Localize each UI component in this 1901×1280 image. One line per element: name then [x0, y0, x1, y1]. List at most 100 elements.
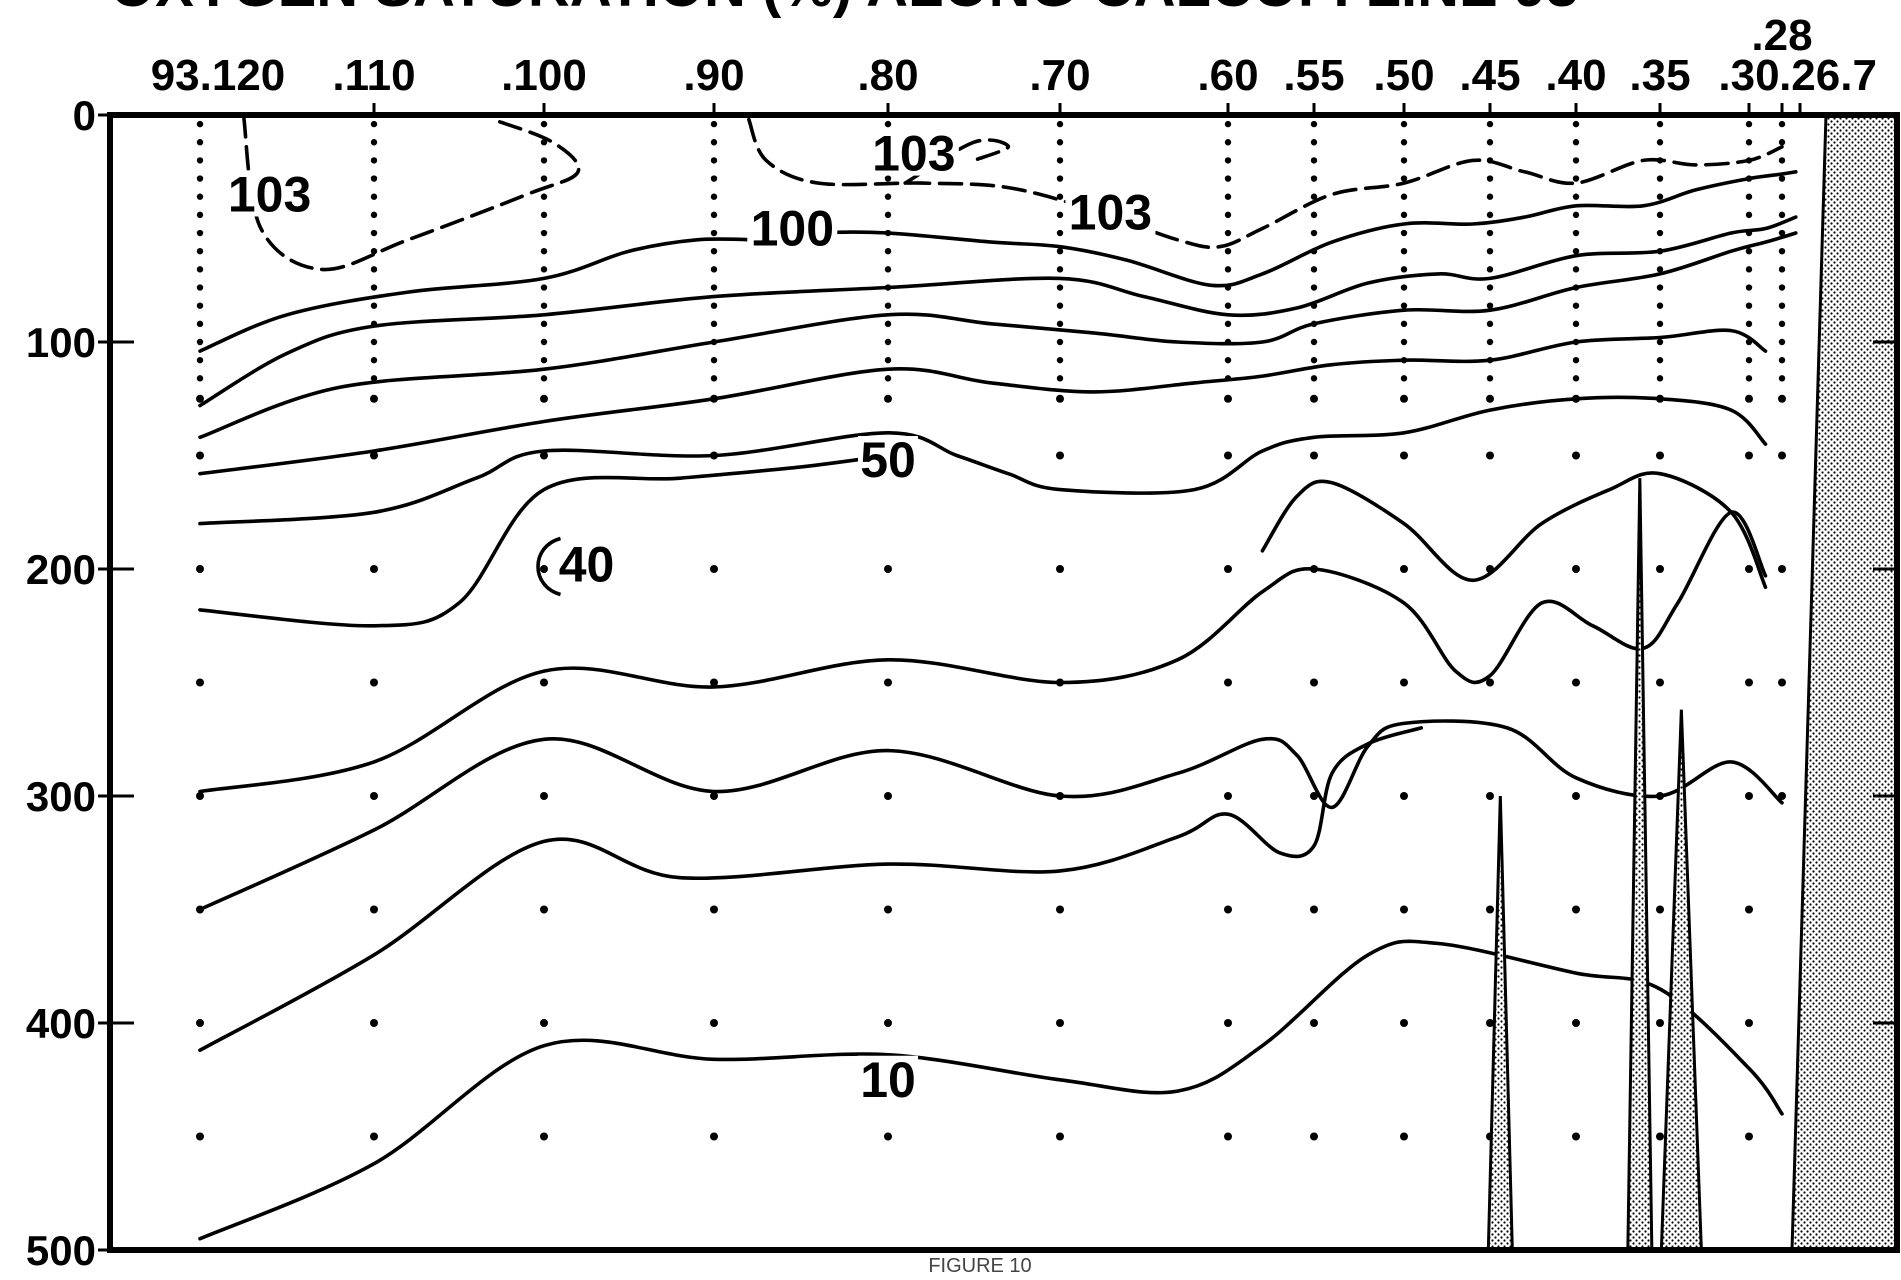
- station-60-cast-dot: [1224, 120, 1232, 128]
- station-50-cast-dot: [1400, 284, 1408, 291]
- station-70-cast-dot: [1056, 284, 1064, 291]
- contour-line-unlabeled-12: [198, 719, 1784, 912]
- station-40-cast-dot: [1572, 139, 1580, 146]
- contour-label-103-0: 103: [228, 166, 311, 222]
- station-28-cast-dot: [1778, 248, 1786, 255]
- station-80-sample-dot: [884, 1132, 892, 1141]
- station-label-35: .35: [1629, 51, 1690, 100]
- station-110-sample-dot: [370, 792, 378, 800]
- station-label-90: .90: [683, 51, 744, 100]
- station-45-sample-dot: [1486, 394, 1494, 403]
- station-80-cast-dot: [884, 375, 892, 382]
- station-50-sample-dot: [1400, 394, 1408, 403]
- depth-label-100: 100: [26, 319, 96, 366]
- depth-label-500: 500: [26, 1227, 96, 1274]
- station-80-sample-dot: [884, 792, 892, 800]
- station-70-sample-dot: [1056, 451, 1064, 460]
- station-110-cast-dot: [370, 120, 378, 128]
- station-40-cast-dot: [1572, 375, 1580, 382]
- station-120-sample-dot: [196, 394, 204, 403]
- station-28-cast-dot: [1778, 356, 1786, 364]
- station-28-cast-dot: [1778, 120, 1786, 128]
- station-28-cast-dot: [1778, 211, 1786, 219]
- station-45-cast-dot: [1486, 320, 1494, 328]
- station-90-sample-dot: [710, 1019, 718, 1027]
- station-55-sample-dot: [1310, 905, 1318, 914]
- station-50-cast-dot: [1400, 211, 1408, 219]
- station-110-cast-dot: [370, 375, 378, 382]
- station-60-cast-dot: [1224, 248, 1232, 255]
- station-80-cast-dot: [884, 266, 892, 273]
- station-110-cast-dot: [370, 338, 378, 346]
- station-35-cast-dot: [1656, 211, 1664, 219]
- continental-shelf: [1790, 113, 1899, 1252]
- station-90-cast-dot: [710, 266, 718, 273]
- station-30-sample-dot: [1745, 792, 1753, 800]
- station-60-cast-dot: [1224, 356, 1232, 364]
- station-30-cast-dot: [1745, 375, 1753, 382]
- station-35-cast-dot: [1656, 139, 1664, 146]
- contour-lines: [198, 113, 1798, 1241]
- station-55-cast-dot: [1310, 139, 1318, 146]
- contour-line-100-4: [198, 237, 760, 353]
- station-28-cast-dot: [1778, 175, 1786, 182]
- station-70-cast-dot: [1056, 120, 1064, 128]
- station-60-cast-dot: [1224, 320, 1232, 328]
- station-110-cast-dot: [370, 139, 378, 146]
- contour-40-closed-loop: [536, 536, 562, 597]
- contour-line-103-0: [241, 113, 581, 272]
- station-70-cast-dot: [1056, 266, 1064, 273]
- seamount-2: [1626, 478, 1654, 1252]
- station-80-sample-dot: [884, 678, 892, 687]
- station-40-sample-dot: [1572, 1019, 1580, 1027]
- station-60-cast-dot: [1224, 157, 1232, 164]
- station-label-40: .40: [1545, 51, 1606, 100]
- station-120-cast-dot: [196, 248, 204, 255]
- station-110-sample-dot: [370, 1019, 378, 1027]
- contour-label-100-3: 100: [751, 201, 834, 257]
- station-45-cast-dot: [1486, 120, 1494, 128]
- station-40-cast-dot: [1572, 320, 1580, 328]
- station-80-cast-dot: [884, 338, 892, 346]
- station-28-sample-dot: [1778, 678, 1786, 687]
- station-120-cast-dot: [196, 266, 204, 273]
- station-30-cast-dot: [1745, 302, 1753, 309]
- station-50-cast-dot: [1400, 139, 1408, 146]
- station-50-cast-dot: [1400, 266, 1408, 273]
- station-30-cast-dot: [1745, 266, 1753, 273]
- station-120-cast-dot: [196, 193, 204, 200]
- station-80-sample-dot: [884, 394, 892, 403]
- station-28-cast-dot: [1778, 375, 1786, 382]
- station-30-sample-dot: [1745, 394, 1753, 403]
- station-40-sample-dot: [1572, 905, 1580, 914]
- depth-label-300: 300: [26, 773, 96, 820]
- contour-label-bg-4: [858, 436, 918, 483]
- station-70-cast-dot: [1056, 375, 1064, 382]
- station-110-cast-dot: [370, 211, 378, 219]
- station-30-sample-dot: [1745, 678, 1753, 687]
- contour-label-103-1: 103: [872, 126, 955, 182]
- station-30-cast-dot: [1745, 356, 1753, 364]
- station-60-cast-dot: [1224, 193, 1232, 200]
- depth-tick-labels: 0 100 200 300 400 500: [26, 92, 1897, 1274]
- contour-label-10-6: 10: [860, 1052, 916, 1108]
- station-90-cast-dot: [710, 120, 718, 128]
- station-40-sample-dot: [1572, 565, 1580, 573]
- seafloor-topography: [1486, 113, 1899, 1252]
- station-50-sample-dot: [1400, 905, 1408, 914]
- station-100-cast-dot: [540, 120, 548, 128]
- station-55-cast-dot: [1310, 211, 1318, 219]
- station-45-sample-dot: [1486, 792, 1494, 800]
- station-70-cast-dot: [1056, 139, 1064, 146]
- station-120-cast-dot: [196, 229, 204, 237]
- seamount-3: [1659, 709, 1703, 1252]
- station-45-cast-dot: [1486, 375, 1494, 382]
- station-100-sample-dot: [540, 565, 548, 573]
- station-100-cast-dot: [540, 211, 548, 219]
- station-35-cast-dot: [1656, 175, 1664, 182]
- station-100-sample-dot: [540, 1019, 548, 1027]
- contour-label-bg-0: [224, 170, 315, 217]
- station-55-cast-dot: [1310, 266, 1318, 273]
- station-80-sample-dot: [884, 905, 892, 914]
- station-110-sample-dot: [370, 451, 378, 460]
